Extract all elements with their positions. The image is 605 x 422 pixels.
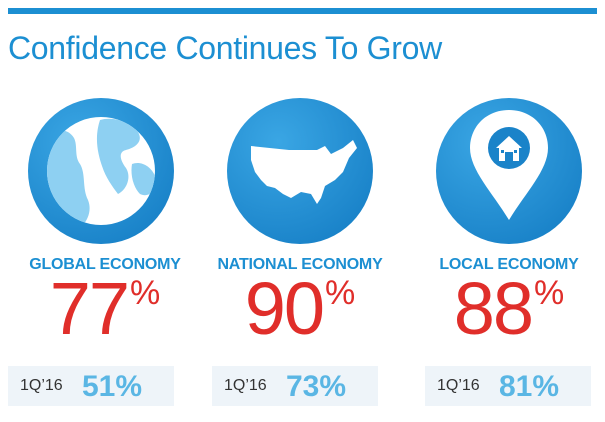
metric-label: LOCAL ECONOMY <box>439 256 579 273</box>
metric-value: 77% <box>0 272 210 346</box>
top-accent-bar <box>8 8 597 14</box>
metric-number: 90 <box>244 267 325 350</box>
comparison-period: 1Q’16 <box>224 377 267 394</box>
metric-number: 77 <box>49 267 130 350</box>
metric-unit: % <box>130 274 161 312</box>
comparison-period: 1Q’16 <box>437 377 480 394</box>
metric-value: 88% <box>404 272 605 346</box>
usa-map-icon <box>221 98 379 244</box>
metric-label: GLOBAL ECONOMY <box>29 256 181 273</box>
comparison-panel: 1Q’16 81% <box>425 366 591 406</box>
comparison-panel: 1Q’16 51% <box>8 366 174 406</box>
metric-label: NATIONAL ECONOMY <box>217 256 383 273</box>
comparison-value: 51% <box>82 370 143 403</box>
comparison-panel: 1Q’16 73% <box>212 366 378 406</box>
comparison-period: 1Q’16 <box>20 377 63 394</box>
metric-unit: % <box>534 274 565 312</box>
globe-icon <box>22 98 180 244</box>
comparison-value: 81% <box>499 370 560 403</box>
metric-value: 90% <box>195 272 405 346</box>
page-title: Confidence Continues To Grow <box>8 30 442 66</box>
metric-unit: % <box>325 274 356 312</box>
house-location-pin-icon <box>430 98 588 244</box>
metric-number: 88 <box>453 267 534 350</box>
comparison-value: 73% <box>286 370 347 403</box>
